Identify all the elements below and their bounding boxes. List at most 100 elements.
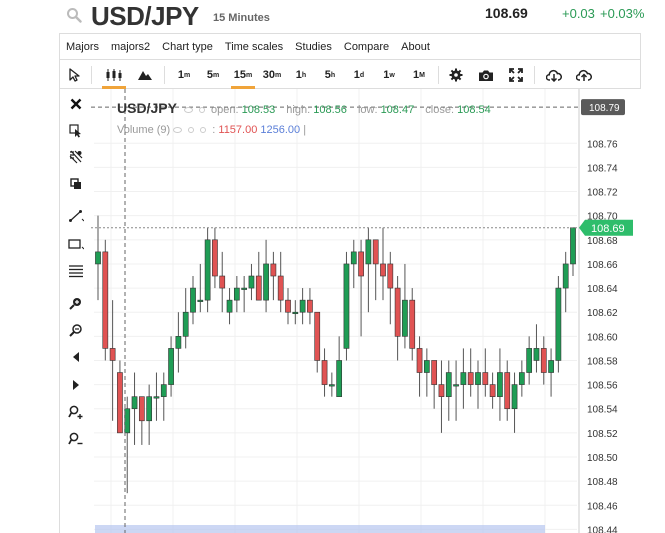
menu-studies[interactable]: Studies [295,40,332,53]
candle-down [540,348,547,373]
legend-low: 108.47 [380,104,415,116]
candle-down [394,287,401,337]
crosshair-price-badge: 108.79 [589,103,620,114]
close-icon[interactable] [66,95,86,113]
symbol-title[interactable]: USD/JPY [91,1,199,31]
zoom-in-plus-icon[interactable] [66,403,86,421]
candle-down [409,299,416,349]
candle-down [489,384,496,397]
fib-tool-icon[interactable] [66,148,86,166]
candle-up [460,372,467,385]
y-axis-tick-label: 108.68 [587,236,618,247]
candle-up [168,348,174,385]
candle-up [518,372,525,385]
zoom-out-icon[interactable] [66,321,86,339]
candle-up [95,251,101,265]
candles-icon[interactable] [102,65,126,89]
y-axis-tick-label: 108.52 [587,429,618,440]
candle-down [285,299,291,313]
candle-up [263,263,269,301]
menu-majors2[interactable]: majors2 [111,40,151,53]
horizontal-lines-icon[interactable] [66,262,86,280]
candle-up [336,360,343,397]
volume-cursor: | [303,124,307,136]
eye-icon[interactable] [183,107,193,114]
menu-time-scales[interactable]: Time scales [224,40,284,53]
trendline-icon[interactable] [66,207,86,225]
volume-value-1: 1157.00 [218,124,258,136]
mountain-icon[interactable] [135,65,155,85]
candle-up [233,287,240,301]
camera-icon[interactable] [476,65,496,85]
candle-up [402,299,408,337]
legend-close: 108.54 [457,104,491,116]
arrow-right-icon[interactable] [66,376,86,394]
menu-about[interactable]: About [401,40,430,53]
candle-down [416,348,423,373]
search-icon[interactable] [66,7,82,23]
volume-eye-icon[interactable] [173,127,183,134]
y-axis-tick-label: 108.62 [587,308,618,319]
candle-down [482,372,489,385]
volume-label: Volume (9) [117,124,171,136]
candle-up [562,263,569,289]
y-axis-tick-label: 108.44 [587,525,618,533]
candle-up [570,227,576,265]
settings-dot-icon[interactable] [198,107,205,114]
candle-up [160,384,167,397]
last-price: 108.69 [485,5,528,21]
candle-down [387,263,394,289]
candle-down [117,372,123,434]
volume-close-icon[interactable] [200,127,207,134]
candle-up [343,263,350,349]
fullscreen-icon[interactable] [507,65,525,85]
candle-up [453,384,459,387]
candle-down [219,275,226,289]
crosshair-cursor-icon[interactable] [66,122,86,140]
price-change-percent: +0.03% [600,6,645,21]
candle-up [328,384,335,387]
volume-settings-icon[interactable] [188,127,195,134]
gear-icon[interactable] [447,65,465,85]
zoom-out-plus-icon[interactable] [66,430,86,448]
candle-up [511,384,518,410]
cloud-upload-icon[interactable] [574,65,594,85]
candle-up [350,251,357,265]
y-axis-tick-label: 108.50 [587,453,618,464]
candle-up [299,299,306,313]
candle-down [212,239,218,277]
cloud-download-icon[interactable] [544,65,564,85]
price-chart[interactable]: 108.76 108.74 108.72 108.70 108.68 108.66 108.… [91,89,665,533]
y-axis-tick-label: 108.76 [587,139,618,150]
candle-up [548,360,554,373]
candle-up [197,299,204,302]
candle-up [153,396,160,399]
candle-up [423,360,430,373]
chart-area[interactable]: 108.76 108.74 108.72 108.70 108.68 108.66 108.… [91,89,665,533]
menu-majors[interactable]: Majors [66,40,100,53]
arrow-left-icon[interactable] [66,348,86,366]
y-axis-tick-label: 108.64 [587,284,618,295]
menu-chart-type[interactable]: Chart type [162,40,213,53]
timeframe-30m[interactable]: 30 m [262,69,282,81]
rectangle-icon[interactable] [66,235,86,253]
menu-compare[interactable]: Compare [343,40,390,53]
crosshair-price-badge-bg [581,99,625,116]
zoom-in-icon[interactable] [66,294,86,312]
y-axis-tick-label: 108.70 [587,212,618,223]
candle-down [467,372,474,385]
candle-up [475,372,481,385]
price-change: +0.03 [562,6,595,21]
candle-down [358,251,364,277]
y-axis-tick-label: 108.54 [587,405,618,416]
copy-icon[interactable] [66,175,86,193]
cursor-icon[interactable] [66,65,82,85]
timeframe-15m[interactable]: 15 m [231,65,255,89]
